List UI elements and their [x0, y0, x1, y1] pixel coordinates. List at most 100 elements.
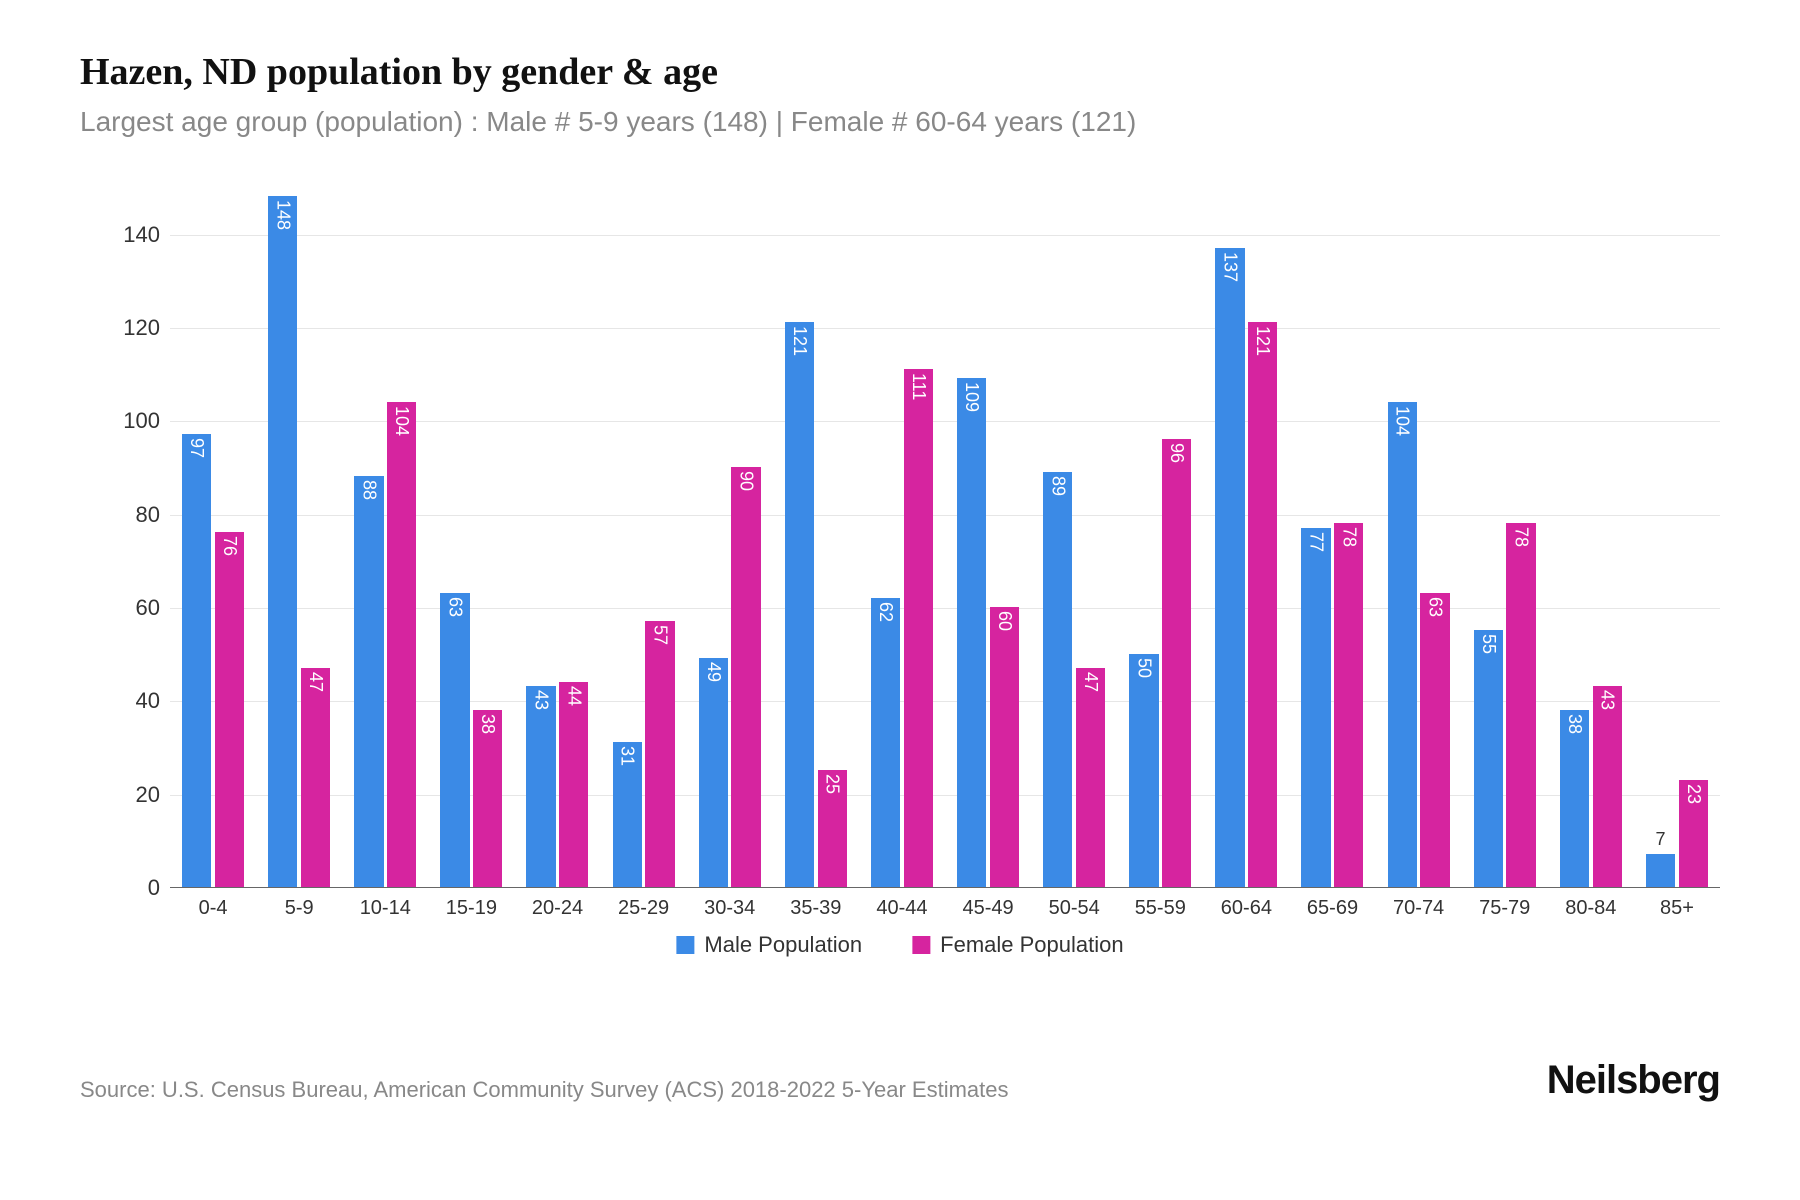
x-axis-tick: 25-29	[618, 897, 669, 920]
legend-label: Female Population	[940, 932, 1123, 958]
bar-group: 3843	[1548, 188, 1634, 887]
source-text: Source: U.S. Census Bureau, American Com…	[80, 1077, 1009, 1103]
x-axis-tick: 35-39	[790, 897, 841, 920]
bar: 38	[1560, 710, 1589, 887]
bar: 63	[1420, 593, 1449, 887]
x-axis-tick: 15-19	[446, 897, 497, 920]
x-axis-tick: 20-24	[532, 897, 583, 920]
bar-value-label: 63	[1424, 597, 1445, 617]
bar: 38	[473, 710, 502, 887]
bar-value-label: 148	[272, 200, 293, 230]
legend-label: Male Population	[704, 932, 862, 958]
x-axis-tick: 70-74	[1393, 897, 1444, 920]
bar-value-label: 104	[391, 406, 412, 436]
bar-value-label: 76	[219, 536, 240, 556]
plot-area: 9776148478810463384344315749901212562111…	[170, 188, 1720, 888]
bar-group: 137 121	[1203, 188, 1289, 887]
bar: 148	[268, 196, 297, 887]
bar-value-label: 23	[1683, 784, 1704, 804]
x-axis-tick: 60-64	[1221, 897, 1272, 920]
y-axis-tick: 140	[80, 222, 160, 248]
bar-value-label: 60	[994, 611, 1015, 631]
bar-value-label: 97	[186, 438, 207, 458]
bar-value-label: 38	[477, 714, 498, 734]
y-axis-tick: 0	[80, 875, 160, 901]
bar: 60	[990, 607, 1019, 887]
bar: 57	[645, 621, 674, 887]
bar: 76	[215, 532, 244, 887]
x-axis-tick: 80-84	[1565, 897, 1616, 920]
bar-group: 104 63	[1376, 188, 1462, 887]
bar-value-label: 25	[822, 774, 843, 794]
bar-value-label: 78	[1511, 527, 1532, 547]
bar-value-label: 31	[617, 746, 638, 766]
bar: 43	[526, 686, 555, 887]
bar: 44	[559, 682, 588, 887]
bar: 47	[1076, 668, 1105, 887]
bar-group: 43 44	[514, 188, 600, 887]
x-axis-tick: 55-59	[1135, 897, 1186, 920]
bar-value-label: 88	[358, 480, 379, 500]
legend-swatch	[676, 936, 694, 954]
bar-value-label: 111	[908, 373, 929, 400]
bar-group: 97 76	[170, 188, 256, 887]
bar: 49	[699, 658, 728, 887]
bar: 97	[182, 434, 211, 887]
y-axis-tick: 40	[80, 688, 160, 714]
bar: 90	[731, 467, 760, 887]
bar: 63	[440, 593, 469, 887]
y-axis-tick: 100	[80, 408, 160, 434]
bar-value-label: 49	[703, 662, 724, 682]
bar-value-label: 57	[649, 625, 670, 645]
bar: 104	[1388, 402, 1417, 887]
chart-area: 020406080100120140 977614847881046338434…	[80, 188, 1720, 948]
bar-group: 5578	[1462, 188, 1548, 887]
chart-subtitle: Largest age group (population) : Male # …	[80, 106, 1720, 138]
y-axis-tick: 60	[80, 595, 160, 621]
bar-value-label: 47	[305, 672, 326, 692]
y-axis-tick: 120	[80, 315, 160, 341]
bar-group: 121 25	[773, 188, 859, 887]
bar-group: 8947	[1031, 188, 1117, 887]
bar-value-label: 121	[789, 326, 810, 356]
bar-value-label: 104	[1392, 406, 1413, 436]
bar: 50	[1129, 654, 1158, 887]
bar-value-label: 44	[563, 686, 584, 706]
bar-value-label: 137	[1220, 252, 1241, 282]
x-axis-tick: 50-54	[1049, 897, 1100, 920]
bar-group: 77 78	[1289, 188, 1375, 887]
legend: Male Population Female Population	[676, 932, 1123, 958]
x-axis-tick: 40-44	[876, 897, 927, 920]
brand-logo: Neilsberg	[1547, 1058, 1720, 1103]
chart-title: Hazen, ND population by gender & age	[80, 50, 1720, 94]
x-axis-tick: 85+	[1660, 897, 1694, 920]
bar-value-label: 62	[875, 602, 896, 622]
bar: 78	[1506, 523, 1535, 887]
x-axis-tick: 30-34	[704, 897, 755, 920]
y-axis-tick: 80	[80, 502, 160, 528]
x-axis-tick: 5-9	[285, 897, 314, 920]
bar: 111	[904, 369, 933, 887]
bar: 77	[1301, 528, 1330, 887]
bar: 88	[354, 476, 383, 887]
bar-group: 63 38	[428, 188, 514, 887]
legend-swatch	[912, 936, 930, 954]
bar-group: 88 104	[342, 188, 428, 887]
x-axis-tick: 45-49	[962, 897, 1013, 920]
bar-value-label: 78	[1338, 527, 1359, 547]
bar-group: 62 111	[859, 188, 945, 887]
bar-value-label: 63	[445, 597, 466, 617]
bar: 23	[1679, 780, 1708, 887]
bar: 7	[1646, 854, 1675, 887]
bar-group: 109 60	[945, 188, 1031, 887]
bar-value-label: 96	[1166, 443, 1187, 463]
bar: 25	[818, 770, 847, 887]
bar-value-label: 109	[961, 382, 982, 412]
bar-group: 49 90	[687, 188, 773, 887]
bar-value-label: 121	[1252, 326, 1273, 356]
bar: 104	[387, 402, 416, 887]
bar: 62	[871, 598, 900, 887]
bar: 47	[301, 668, 330, 887]
x-axis-tick: 75-79	[1479, 897, 1530, 920]
bar: 109	[957, 378, 986, 887]
